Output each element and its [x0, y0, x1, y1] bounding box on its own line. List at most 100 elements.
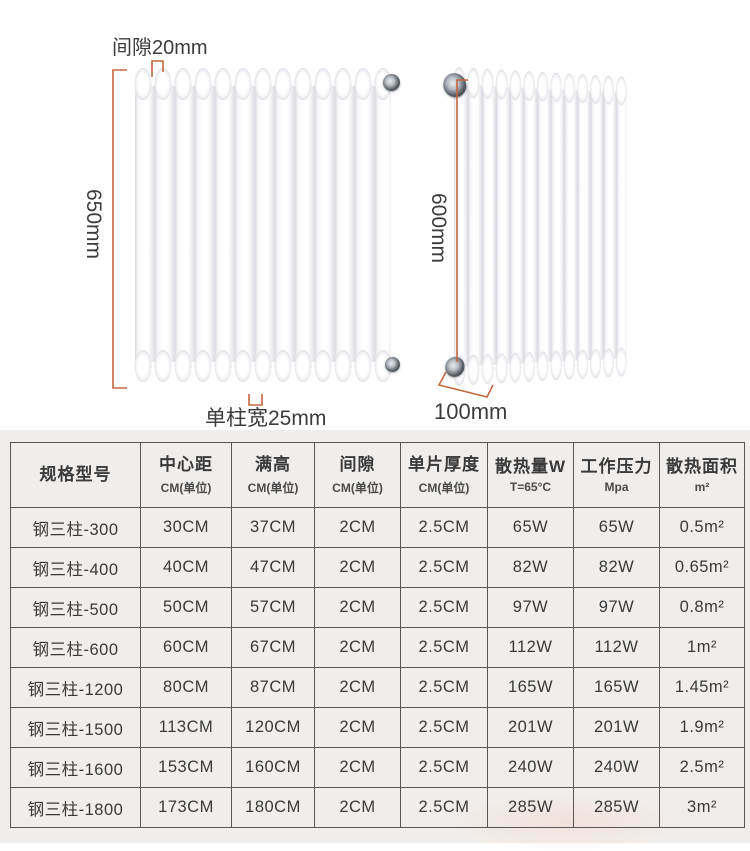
spec-cell: 50CM	[140, 587, 232, 628]
spec-table: 规格型号 中心距 CM(单位) 满高 CM(单位) 间隙 CM(单位)	[10, 442, 745, 828]
spec-cell: 165W	[487, 667, 574, 708]
spec-cell: 201W	[487, 707, 574, 748]
col-unit: m²	[694, 480, 710, 495]
spec-cell: 37CM	[231, 507, 315, 548]
spec-cell: 2.5CM	[400, 787, 488, 828]
model-cell: 钢三柱-1200	[10, 667, 141, 708]
spec-cell: 2.5CM	[400, 587, 488, 628]
spec-cell: 47CM	[231, 547, 315, 588]
spec-table-body: 钢三柱-300 30CM 37CM 2CM 2.5CM 65W 65W 0.5m² 钢三柱-40…	[10, 507, 745, 828]
spec-cell: 65W	[573, 507, 660, 548]
spec-cell: 240W	[573, 747, 660, 788]
spec-cell: 285W	[573, 787, 660, 828]
spec-row: 钢三柱-1500 113CM 120CM 2CM 2.5CM 201W 201W 1.9m²	[10, 707, 745, 748]
valve-knob-icon	[443, 72, 467, 98]
spec-cell: 112W	[487, 627, 574, 668]
spec-cell: 97W	[487, 587, 574, 628]
front-height-dimension-line	[112, 69, 127, 389]
spec-cell: 2CM	[314, 667, 401, 708]
spec-cell: 2.5CM	[400, 547, 488, 588]
col-unit: CM(单位)	[247, 480, 299, 495]
spec-cell: 2CM	[314, 707, 401, 748]
col-unit: T=65°C	[509, 480, 552, 495]
col-header-center-distance: 中心距 CM(单位)	[140, 442, 232, 508]
model-cell: 钢三柱-400	[10, 547, 141, 588]
radiator-bottom-caps	[452, 341, 629, 393]
col-header-model: 规格型号	[10, 442, 141, 508]
col-unit: CM(单位)	[332, 480, 383, 495]
spec-cell: 2.5CM	[400, 667, 488, 708]
spec-cell: 120CM	[231, 707, 315, 748]
col-header-working-pressure: 工作压力 Mpa	[573, 442, 660, 508]
header-row: 规格型号 中心距 CM(单位) 满高 CM(单位) 间隙 CM(单位)	[10, 442, 745, 508]
spec-cell: 82W	[573, 547, 660, 588]
model-cell: 钢三柱-1600	[10, 747, 141, 788]
radiator-columns	[453, 84, 627, 367]
gap-dimension-label: 间隙20mm	[112, 37, 208, 59]
spec-cell: 0.5m²	[659, 507, 745, 548]
spec-cell: 40CM	[140, 547, 232, 588]
spec-cell: 173CM	[140, 787, 232, 828]
radiator-front-photo	[133, 62, 400, 388]
radiator-columns	[135, 86, 391, 362]
side-height-dimension-label: 600mm	[427, 192, 450, 264]
spec-cell: 240W	[487, 747, 574, 788]
column-width-dimension-label: 单柱宽25mm	[205, 407, 327, 430]
col-header-heating-area: 散热面积 m²	[659, 442, 745, 508]
spec-cell: 97W	[573, 587, 660, 628]
spec-row: 钢三柱-1800 173CM 180CM 2CM 2.5CM 285W 285W 3m²	[10, 787, 745, 828]
spec-cell: 2CM	[314, 547, 401, 588]
col-title: 满高	[255, 455, 291, 475]
spec-cell: 2.5CM	[400, 747, 488, 788]
spec-row: 钢三柱-600 60CM 67CM 2CM 2.5CM 112W 112W 1m²	[10, 627, 745, 668]
model-cell: 钢三柱-600	[10, 627, 141, 668]
col-unit: Mpa	[604, 480, 629, 495]
col-header-gap: 间隙 CM(单位)	[314, 442, 401, 508]
spec-cell: 2CM	[314, 787, 401, 828]
spec-cell: 2CM	[314, 627, 401, 668]
spec-cell: 180CM	[231, 787, 315, 828]
spec-cell: 87CM	[231, 667, 315, 708]
spec-table-section: 规格型号 中心距 CM(单位) 满高 CM(单位) 间隙 CM(单位)	[0, 430, 750, 851]
col-unit: CM(单位)	[418, 480, 470, 495]
col-title: 规格型号	[39, 464, 112, 484]
spec-cell: 1m²	[659, 627, 745, 668]
spec-cell: 57CM	[231, 587, 315, 628]
col-header-heat-output: 散热量W T=65°C	[487, 442, 574, 508]
spec-cell: 60CM	[140, 627, 232, 668]
model-cell: 钢三柱-300	[10, 507, 141, 548]
spec-cell: 160CM	[231, 747, 315, 788]
col-title: 单片厚度	[408, 455, 480, 475]
spec-cell: 2.5CM	[400, 507, 488, 548]
spec-cell: 0.65m²	[659, 547, 745, 588]
spec-cell: 67CM	[231, 627, 315, 668]
spec-cell: 2CM	[314, 587, 401, 628]
spec-cell: 2.5m²	[659, 747, 745, 788]
model-cell: 钢三柱-1500	[10, 707, 141, 748]
col-unit: CM(单位)	[160, 480, 212, 495]
spec-cell: 2.5CM	[400, 707, 488, 748]
model-cell: 钢三柱-1800	[10, 787, 141, 828]
spec-cell: 3m²	[659, 787, 745, 828]
spec-cell: 1.45m²	[659, 667, 745, 708]
photo-section: 间隙20mm 650mm 单柱宽25mm 600mm 100mm	[82, 37, 629, 430]
spec-cell: 113CM	[140, 707, 232, 748]
col-title: 散热量W	[494, 456, 567, 476]
depth-dimension-label: 100mm	[434, 399, 508, 424]
spec-cell: 65W	[487, 507, 574, 548]
spec-row: 钢三柱-400 40CM 47CM 2CM 2.5CM 82W 82W 0.65m²	[10, 547, 745, 588]
col-header-full-height: 满高 CM(单位)	[231, 442, 315, 508]
spec-cell: 153CM	[140, 747, 232, 788]
radiator-side-photo	[443, 60, 629, 393]
model-cell: 钢三柱-500	[10, 587, 141, 628]
spec-row: 钢三柱-300 30CM 37CM 2CM 2.5CM 65W 65W 0.5m²	[10, 507, 745, 548]
front-height-dimension-label: 650mm	[82, 188, 105, 260]
radiator-bottom-caps	[133, 344, 393, 388]
spec-cell: 2.5CM	[400, 627, 488, 668]
spec-cell: 30CM	[140, 507, 232, 548]
spec-row: 钢三柱-500 50CM 57CM 2CM 2.5CM 97W 97W 0.8m²	[10, 587, 745, 628]
spec-cell: 201W	[573, 707, 660, 748]
col-header-piece-thickness: 单片厚度 CM(单位)	[400, 442, 488, 508]
spec-cell: 2CM	[314, 507, 401, 548]
